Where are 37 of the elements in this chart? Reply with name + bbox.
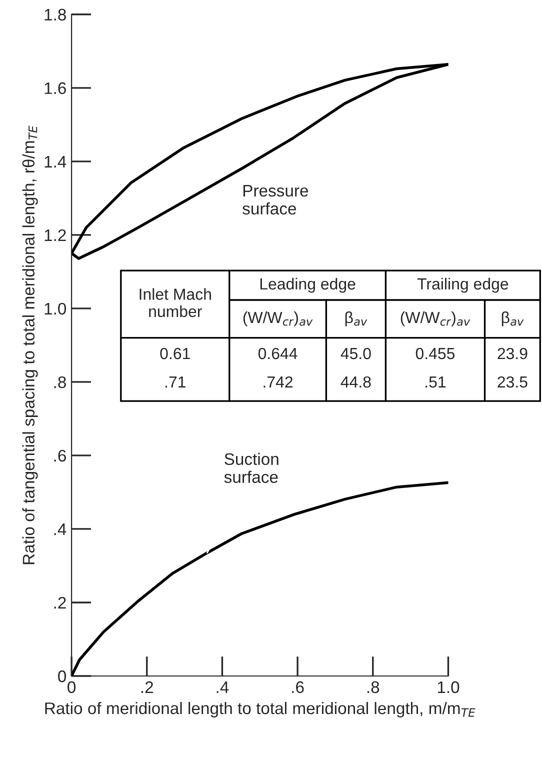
annotation: (W/W$_{cr}$)$_{av}$ — [243, 311, 313, 326]
annotation: β$_{av}$ — [345, 311, 368, 326]
y-tick-label: .4 — [54, 524, 66, 536]
x-tick-label: .6 — [292, 681, 304, 694]
x-tick-label: .4 — [216, 681, 229, 693]
annotation: Suction surface — [224, 452, 278, 483]
annotation: .71 — [165, 376, 186, 388]
annotation: Trailing edge — [417, 278, 508, 293]
y-tick-label: .6 — [54, 450, 66, 462]
text: 23.5 — [498, 376, 528, 388]
y-tick-label: 1.4 — [44, 156, 66, 168]
annotation: 45.0 — [340, 348, 371, 360]
annotation: Inlet Mach number — [140, 288, 211, 318]
annotation: .742 — [264, 376, 293, 388]
annotation: 0.61 — [160, 348, 190, 360]
y-tick-label: 1.8 — [44, 8, 66, 21]
x-tick-label: 0 — [68, 681, 76, 694]
annotation: (W/W$_{cr}$)$_{av}$ — [400, 311, 470, 326]
text: β$_{av}$ — [502, 311, 524, 326]
annotation: 0.455 — [416, 348, 455, 360]
y-tick-label: .2 — [54, 596, 66, 609]
text: 23.9 — [498, 348, 528, 360]
annotation: Pressure surface — [242, 184, 308, 215]
x-tick-label: 1.0 — [438, 681, 460, 694]
x-tick-label: .8 — [367, 681, 380, 694]
annotation: 44.8 — [340, 376, 371, 388]
y-tick-label: 1.6 — [44, 82, 66, 94]
y-tick-label: 1.0 — [44, 302, 66, 315]
y-tick-label: .8 — [54, 376, 66, 388]
annotation: 0.644 — [258, 348, 298, 360]
x-tick-label: .2 — [141, 681, 153, 693]
x-axis-title: Ratio of meridional length to total meridional length, m/m$_{TE}$ — [45, 702, 476, 718]
y-tick-label: 0 — [58, 670, 66, 682]
annotation: Leading edge — [260, 278, 356, 293]
annotation: .51 — [426, 376, 446, 388]
y-axis-title: Ratio of tangential spacing to total meridional length, rθ/m$_{TE}$ — [22, 126, 38, 564]
y-tick-label: 1.2 — [44, 229, 66, 241]
